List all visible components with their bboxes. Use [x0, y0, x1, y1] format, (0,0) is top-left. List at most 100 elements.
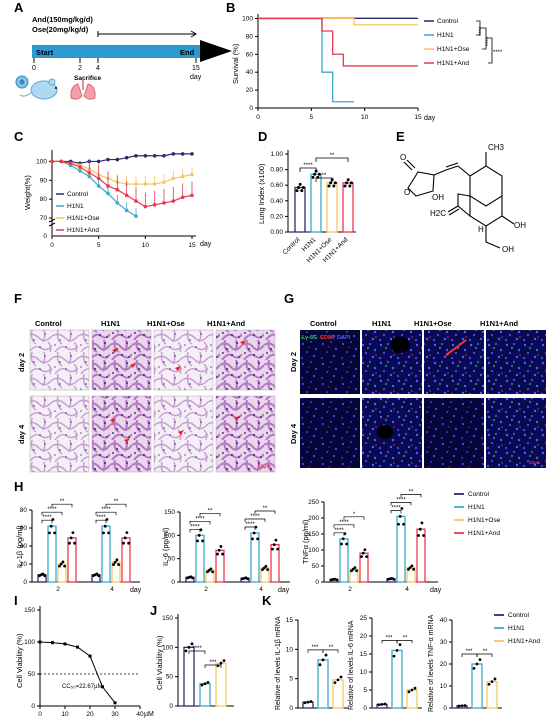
- mouse-icon: [19, 78, 58, 100]
- k1-bar: [317, 659, 329, 709]
- c-data-point: [171, 199, 176, 203]
- b-xtick-label: 15: [414, 114, 422, 121]
- f-row-day2: day 2: [17, 353, 26, 372]
- timeline-bar: [32, 45, 200, 58]
- panel-e-atom-labels: O O OH CH3 H2C OH H OH: [400, 143, 526, 254]
- k3-sig-bracket: [476, 653, 493, 657]
- h3-sig-bracket: [400, 494, 422, 498]
- h2-point: [217, 548, 221, 552]
- d-xtick-label: Control: [282, 236, 302, 256]
- c-data-point: [68, 161, 73, 166]
- d-point: [327, 184, 331, 188]
- arrow-marker-icon: [240, 340, 246, 345]
- d-point: [298, 182, 302, 186]
- g-stain-cd86: CD86: [320, 335, 334, 341]
- k1-point: [324, 653, 328, 657]
- c-data-point: [115, 187, 120, 192]
- h2-point: [276, 547, 279, 551]
- k2-point: [380, 703, 384, 706]
- k3-sig-label: **: [483, 649, 488, 655]
- h1-y-axis-label: IL-1β (pg/ml): [15, 525, 24, 568]
- k2-ytick-label: 25: [360, 615, 368, 622]
- j-point: [219, 661, 223, 665]
- k1-ytick-label: 0: [289, 705, 293, 712]
- e-atom-oh3: OH: [502, 245, 514, 254]
- f-row-day4: day 4: [17, 424, 26, 444]
- h1-point: [59, 562, 63, 566]
- panel-f-histology: Control H1N1 H1N1+Ose H1N1+And day 2 day…: [17, 319, 276, 473]
- h3-sig-label: ****: [391, 505, 401, 511]
- j-bar: [199, 683, 211, 707]
- b-legend-control: Control: [437, 18, 459, 25]
- h1-sig-bracket: [95, 511, 117, 516]
- k3-point: [475, 662, 479, 666]
- i-y-axis-label: Cell Viability (%): [15, 633, 24, 688]
- d-point: [333, 181, 337, 185]
- h1-point: [49, 524, 53, 528]
- h3-point: [340, 542, 343, 546]
- h3-y-axis-label: TNFα (pg/ml): [301, 519, 310, 564]
- k3-bar: [471, 663, 483, 709]
- panel-h-cytokine-charts: 0204060802**********4**********050100150…: [15, 489, 501, 594]
- k3-ytick-label: 30: [440, 639, 448, 646]
- arrow-marker-icon: [234, 416, 240, 421]
- b-legend: Control H1N1 H1N1+Ose H1N1+And **** ****…: [424, 18, 503, 67]
- timeline-tick-15: 15: [192, 65, 200, 72]
- d-sig-bracket: [315, 177, 333, 182]
- dose-text-and: And(150mg/kg/d): [32, 15, 93, 24]
- k3-point: [493, 677, 497, 681]
- k2-sig-label: ***: [385, 635, 393, 641]
- k-legend: Control H1N1 H1N1+And: [494, 612, 540, 645]
- arrow-marker-icon: [175, 366, 181, 371]
- h3-x-unit: day: [430, 587, 442, 594]
- i-data-point: [88, 654, 92, 658]
- c-legend-and: H1N1+And: [67, 227, 99, 234]
- d-point: [332, 184, 336, 188]
- k1-sig-label: ***: [311, 645, 319, 651]
- c-ytick-label: 0: [43, 233, 47, 240]
- dosing-arrow-icon: [190, 30, 197, 38]
- k2-y-axis-label: Relative of levels IL-6 mRNA: [348, 620, 355, 710]
- h1-point: [112, 563, 115, 566]
- he-image-ose-day4: [153, 395, 214, 473]
- h1-sig-bracket: [105, 503, 127, 508]
- c-series-line: [52, 153, 192, 164]
- h2-point: [252, 531, 256, 535]
- panel-c-weight-chart: 100 90 80 70 00 5 10 15 Weight(%) day Control H…: [23, 150, 212, 249]
- h3-point: [417, 534, 420, 537]
- i-x-unit: µM: [144, 711, 154, 718]
- h3-sig-bracket: [390, 510, 402, 514]
- k2-ytick-label: 15: [360, 651, 368, 658]
- j-sig-bracket: [188, 650, 206, 654]
- d-point: [346, 178, 350, 182]
- h1-bar: [47, 525, 57, 583]
- c-data-point: [180, 174, 185, 179]
- k1-bar: [332, 679, 344, 709]
- i-data-point: [113, 701, 117, 705]
- panel-label-g: G: [284, 291, 294, 306]
- h3-sig-bracket: [390, 502, 412, 506]
- h1-sig-label: ****: [42, 515, 52, 521]
- c-ytick-label: 70: [40, 215, 48, 222]
- h2-point: [261, 568, 264, 572]
- k3-bar: [486, 680, 498, 709]
- k1-sig-bracket: [322, 649, 339, 653]
- c-data-point: [106, 157, 110, 162]
- h2-point: [221, 552, 225, 556]
- k3-point: [490, 680, 494, 683]
- b-xtick-label: 10: [361, 114, 369, 121]
- h2-sig-label: **: [263, 506, 268, 512]
- k1-ytick-label: 15: [286, 617, 294, 624]
- panel-label-c: C: [14, 129, 24, 144]
- k3-point: [457, 704, 461, 708]
- c-data-point: [96, 184, 101, 188]
- h2-point: [246, 577, 250, 581]
- if-image-ose-day2: [424, 330, 484, 394]
- h2-point: [219, 545, 223, 548]
- d-ytick-label: 1.00: [270, 151, 283, 158]
- h1-point: [68, 541, 71, 545]
- i-ytick-label: 50: [28, 671, 36, 678]
- h2-sig-bracket: [244, 518, 266, 522]
- c-data-point: [162, 180, 166, 184]
- panel-label-a: A: [14, 0, 24, 15]
